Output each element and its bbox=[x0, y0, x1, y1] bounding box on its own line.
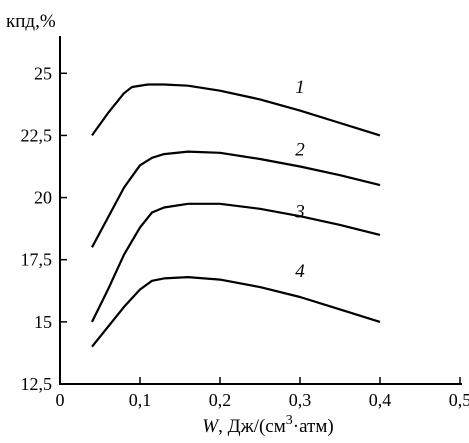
y-axis-title: кпд,% bbox=[6, 11, 56, 32]
x-axis-title-sup: 3 bbox=[286, 413, 293, 428]
series-label-4: 4 bbox=[295, 261, 305, 282]
series-labels: 1 2 3 4 bbox=[294, 77, 305, 282]
series-label-3: 3 bbox=[294, 201, 305, 222]
series-line-1 bbox=[91, 83, 381, 137]
x-axis-title-end: ·атм) bbox=[293, 416, 334, 437]
x-tick-label: 0 bbox=[56, 390, 65, 410]
series-label-1: 1 bbox=[295, 77, 305, 98]
series-label-2: 2 bbox=[295, 139, 305, 160]
y-tick-label: 12,5 bbox=[21, 374, 53, 394]
x-tick-label: 0,3 bbox=[289, 390, 312, 410]
y-axis-ticks: 12,5 15 17,5 20 22,5 25 bbox=[21, 63, 67, 394]
x-tick-label: 0,4 bbox=[369, 390, 392, 410]
series-line-2 bbox=[91, 150, 381, 248]
x-axis-title-rest: , Дж/(см bbox=[218, 416, 286, 437]
x-axis-title-var: W bbox=[202, 416, 220, 437]
x-tick-label: 0,1 bbox=[129, 390, 152, 410]
series-line-3 bbox=[91, 202, 381, 323]
x-tick-label: 0,5 bbox=[449, 390, 469, 410]
x-axis-ticks: 0 0,1 0,2 0,3 0,4 0,5 bbox=[56, 377, 469, 410]
y-tick-label: 20 bbox=[34, 188, 52, 208]
series-lines bbox=[91, 83, 381, 348]
x-tick-label: 0,2 bbox=[209, 390, 232, 410]
x-axis-title: W, Дж/(см3·атм) bbox=[202, 413, 333, 437]
y-tick-label: 15 bbox=[34, 312, 52, 332]
y-tick-label: 17,5 bbox=[21, 250, 53, 270]
series-line-4 bbox=[91, 276, 381, 348]
y-tick-label: 25 bbox=[34, 63, 52, 83]
y-tick-label: 22,5 bbox=[21, 125, 53, 145]
